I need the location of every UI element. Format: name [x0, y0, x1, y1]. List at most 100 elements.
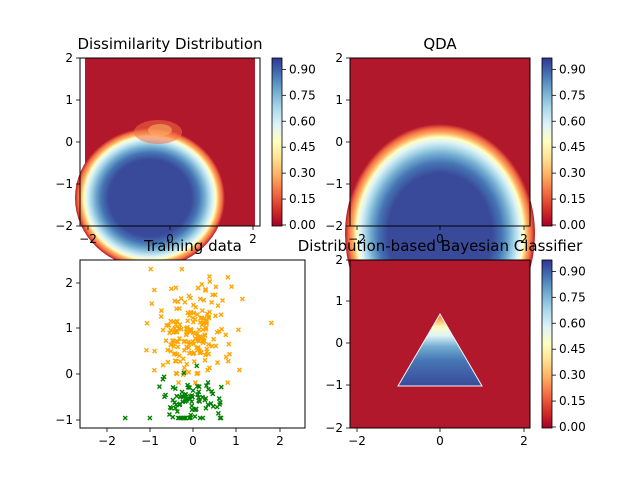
scatter-point — [177, 325, 183, 331]
panel-bayesian: Distribution-based Bayesian Classifier — [298, 237, 583, 429]
scatter-point — [202, 357, 208, 363]
scatter-point — [158, 314, 164, 319]
scatter-point — [192, 414, 198, 420]
colorbar-tick-label: 0.15 — [559, 394, 586, 408]
colorbar-tick-label: 0.15 — [289, 192, 316, 206]
colorbar — [271, 57, 283, 227]
scatter-point — [214, 360, 220, 366]
x-tick-label: 2 — [249, 232, 257, 246]
y-tick-label: −2 — [325, 421, 343, 435]
y-tick-label: 2 — [335, 51, 343, 65]
scatter-point — [190, 351, 196, 357]
scatter-point — [170, 338, 176, 344]
y-tick-label: −1 — [325, 378, 343, 392]
scatter-point — [218, 312, 224, 318]
scatter-point — [193, 407, 199, 413]
y-tick-label: 2 — [335, 253, 343, 267]
scatter-point — [193, 304, 199, 310]
scatter-point — [191, 359, 197, 365]
scatter-point — [148, 266, 154, 272]
scatter-point — [189, 403, 195, 409]
scatter-point — [182, 415, 188, 421]
y-tick-label: −2 — [325, 219, 343, 233]
scatter-point — [218, 384, 224, 390]
x-tick-label: 1 — [232, 434, 240, 448]
x-tick-label: −2 — [98, 434, 116, 448]
x-tick-label: 0 — [436, 434, 444, 448]
scatter-point — [214, 404, 220, 410]
scatter-point — [197, 350, 203, 356]
scatter-point — [212, 313, 218, 319]
scatter-point — [239, 296, 245, 302]
scatter-point — [216, 328, 222, 334]
scatter-point — [217, 399, 223, 405]
x-tick-label: 0 — [189, 434, 197, 448]
scatter-point — [180, 356, 186, 362]
colorbar-tick-label: 0.00 — [559, 218, 586, 232]
scatter-point — [180, 399, 186, 405]
scatter-point — [199, 281, 205, 287]
y-tick-label: 1 — [65, 93, 73, 107]
scatter-point — [197, 334, 203, 340]
scatter-point — [186, 293, 192, 299]
scatter-point — [190, 387, 196, 393]
scatter-point — [225, 274, 231, 280]
scatter-point — [194, 312, 200, 317]
scatter-point — [189, 394, 195, 400]
colorbar-tick-label: 0.00 — [559, 420, 586, 434]
colorbar-tick-label: 0.45 — [559, 140, 586, 154]
scatter-points — [122, 266, 274, 421]
scatter-point — [215, 410, 221, 416]
scatter-point — [122, 415, 128, 421]
panel-training: Training data — [79, 237, 306, 429]
scatter-point — [209, 388, 215, 394]
colorbar-2 — [541, 57, 553, 227]
colorbar-tick-label: 0.60 — [559, 114, 586, 128]
scatter-point — [211, 336, 217, 342]
x-tick-label: −1 — [141, 434, 159, 448]
scatter-point — [190, 330, 196, 336]
scatter-point — [209, 343, 215, 349]
x-tick-label: 2 — [276, 434, 284, 448]
scatter-point — [172, 386, 178, 392]
colorbar-tick-label: 0.90 — [559, 62, 586, 76]
scatter-point — [199, 315, 205, 321]
scatter-point — [174, 306, 180, 312]
scatter-point — [151, 287, 157, 293]
scatter-point — [197, 415, 203, 421]
scatter-point — [172, 326, 178, 332]
colorbar-tick-label: 0.30 — [559, 368, 586, 382]
scatter-point — [268, 320, 274, 326]
x-tick-label: 0 — [166, 232, 174, 246]
x-tick-label: 2 — [520, 434, 528, 448]
scatter-point — [191, 341, 197, 347]
scatter-point — [198, 315, 204, 321]
scatter-point — [220, 297, 226, 303]
scatter-point — [168, 286, 174, 292]
scatter-point — [215, 303, 221, 309]
y-tick-label: −2 — [55, 219, 73, 233]
scatter-point — [210, 292, 216, 298]
scatter-point — [229, 284, 235, 290]
scatter-point — [185, 310, 191, 316]
colorbar-tick-label: 0.75 — [559, 88, 586, 102]
scatter-point — [149, 301, 155, 307]
scatter-point — [195, 338, 201, 344]
y-tick-label: 0 — [65, 135, 73, 149]
scatter-point — [181, 370, 187, 376]
scatter-point — [216, 395, 222, 401]
scatter-point — [183, 332, 189, 338]
scatter-point — [158, 308, 164, 314]
scatter-point — [199, 394, 205, 400]
scatter-point — [172, 358, 178, 364]
x-tick-label: −2 — [79, 232, 97, 246]
scatter-point — [167, 404, 173, 410]
y-tick-label: 1 — [65, 321, 73, 335]
scatter-point — [190, 319, 196, 325]
scatter-point — [184, 361, 190, 367]
scatter-point — [173, 285, 179, 291]
ticks-layer: −2 0 2 2 1 0 −1 −2 −2 0 2 2 1 0 −1 −2 −2 −1 0 1 2 2 1 0 −1 −2 0 2 2 1… — [55, 51, 585, 448]
panel-title: Training data — [143, 237, 242, 255]
scatter-point — [206, 273, 212, 279]
scatter-point — [206, 365, 212, 371]
